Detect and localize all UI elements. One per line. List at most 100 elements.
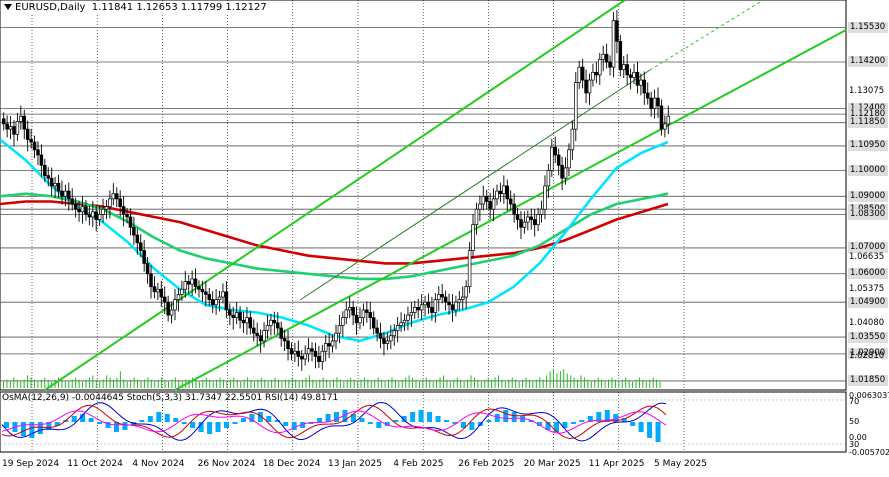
osma-bar bbox=[224, 422, 229, 428]
osma-bar bbox=[537, 422, 543, 426]
candle-body bbox=[341, 317, 345, 326]
candle-body bbox=[36, 149, 40, 156]
osma-bar bbox=[596, 412, 602, 422]
volume-bar bbox=[188, 379, 190, 388]
price-level-tag: 1.07000 bbox=[848, 242, 888, 254]
osma-bar bbox=[207, 422, 213, 434]
osma-bar bbox=[621, 418, 627, 422]
date-tick-label: 20 Mar 2025 bbox=[523, 459, 581, 469]
volume-bar bbox=[381, 379, 383, 388]
candle-body bbox=[570, 128, 575, 151]
osma-bar bbox=[88, 418, 94, 422]
collapse-triangle-icon[interactable] bbox=[4, 4, 12, 10]
volume-bar bbox=[388, 379, 389, 388]
osma-bar bbox=[20, 422, 26, 436]
candle-body bbox=[481, 195, 486, 205]
volume-bar bbox=[233, 377, 235, 388]
volume-bar bbox=[350, 377, 352, 388]
candle-body bbox=[447, 301, 451, 306]
volume-bar bbox=[480, 381, 482, 388]
volume-bar bbox=[343, 381, 345, 388]
osma-bar bbox=[587, 416, 593, 422]
candle-body bbox=[255, 332, 259, 337]
osma-bar bbox=[130, 422, 136, 426]
candle-body bbox=[334, 332, 338, 342]
volume-bar bbox=[281, 381, 283, 388]
osma-bar bbox=[359, 418, 365, 422]
candle-body bbox=[426, 301, 431, 308]
candle-body bbox=[265, 325, 270, 331]
candle-body bbox=[368, 312, 373, 319]
stoch-signal-line bbox=[1, 404, 667, 440]
candle-body bbox=[392, 330, 396, 337]
osma-bar bbox=[579, 420, 585, 422]
candle-body bbox=[258, 335, 263, 342]
volume-bar bbox=[178, 379, 180, 388]
osma-bar bbox=[554, 422, 559, 432]
candle-body bbox=[252, 327, 256, 334]
candle-body bbox=[505, 185, 510, 200]
volume-bar bbox=[174, 377, 176, 388]
candle-body bbox=[276, 322, 280, 329]
volume-bar bbox=[611, 377, 613, 388]
volume-bar bbox=[78, 379, 80, 388]
volume-bar bbox=[635, 379, 637, 388]
price-tick-label: 1.04080 bbox=[849, 317, 885, 328]
candle-body bbox=[221, 291, 225, 298]
candle-body bbox=[529, 216, 534, 220]
candle-body bbox=[210, 299, 215, 306]
price-level-tag: 1.08300 bbox=[848, 208, 888, 220]
volume-bar bbox=[470, 375, 472, 388]
volume-bar bbox=[198, 381, 200, 388]
osma-bar bbox=[190, 422, 196, 428]
volume-bar bbox=[339, 379, 341, 388]
volume-bar bbox=[284, 379, 286, 388]
volume-bar bbox=[549, 371, 551, 388]
volume-bar bbox=[30, 377, 32, 388]
volume-bar bbox=[302, 379, 304, 388]
volume-bar bbox=[295, 379, 297, 388]
volume-bar bbox=[553, 369, 554, 388]
candle-body bbox=[289, 348, 294, 355]
volume-bar bbox=[253, 381, 255, 388]
volume-bar bbox=[405, 377, 407, 388]
candle-body bbox=[145, 263, 150, 275]
candle-body bbox=[204, 291, 208, 295]
volume-bar bbox=[92, 375, 94, 388]
candle-body bbox=[224, 291, 229, 311]
osma-bar bbox=[325, 414, 331, 422]
candle-body bbox=[214, 299, 218, 306]
candle-body bbox=[584, 79, 588, 94]
candle-body bbox=[197, 286, 201, 290]
date-tick-label: 4 Feb 2025 bbox=[393, 459, 444, 469]
price-level-tag: 1.06000 bbox=[848, 268, 888, 280]
candle-body bbox=[615, 20, 619, 42]
candle-body bbox=[399, 322, 403, 326]
volume-bar bbox=[305, 377, 307, 388]
volume-bar bbox=[422, 379, 424, 388]
price-tick-label: 1.05375 bbox=[849, 284, 885, 295]
volume-bar bbox=[219, 377, 221, 388]
volume-bar bbox=[319, 379, 321, 388]
candle-body bbox=[608, 61, 612, 68]
price-level-tag: 1.11850 bbox=[848, 117, 888, 129]
volume-bar bbox=[515, 379, 517, 388]
candle-body bbox=[666, 115, 671, 125]
volume-bar bbox=[119, 371, 121, 388]
candle-body bbox=[306, 348, 311, 355]
volume-bar bbox=[618, 381, 620, 388]
candle-body bbox=[347, 307, 352, 311]
volume-bar bbox=[398, 381, 400, 388]
candle-body bbox=[375, 327, 379, 334]
ohlc-values: 1.11841 1.12653 1.11799 1.12127 bbox=[91, 2, 267, 13]
volume-bar bbox=[27, 375, 29, 388]
volume-bar bbox=[16, 379, 18, 388]
candle-body bbox=[108, 198, 112, 207]
volume-bar bbox=[570, 375, 572, 388]
volume-bar bbox=[559, 371, 561, 388]
ma-fast-line bbox=[0, 138, 669, 343]
volume-bar bbox=[23, 379, 25, 388]
candle-body bbox=[591, 71, 595, 81]
